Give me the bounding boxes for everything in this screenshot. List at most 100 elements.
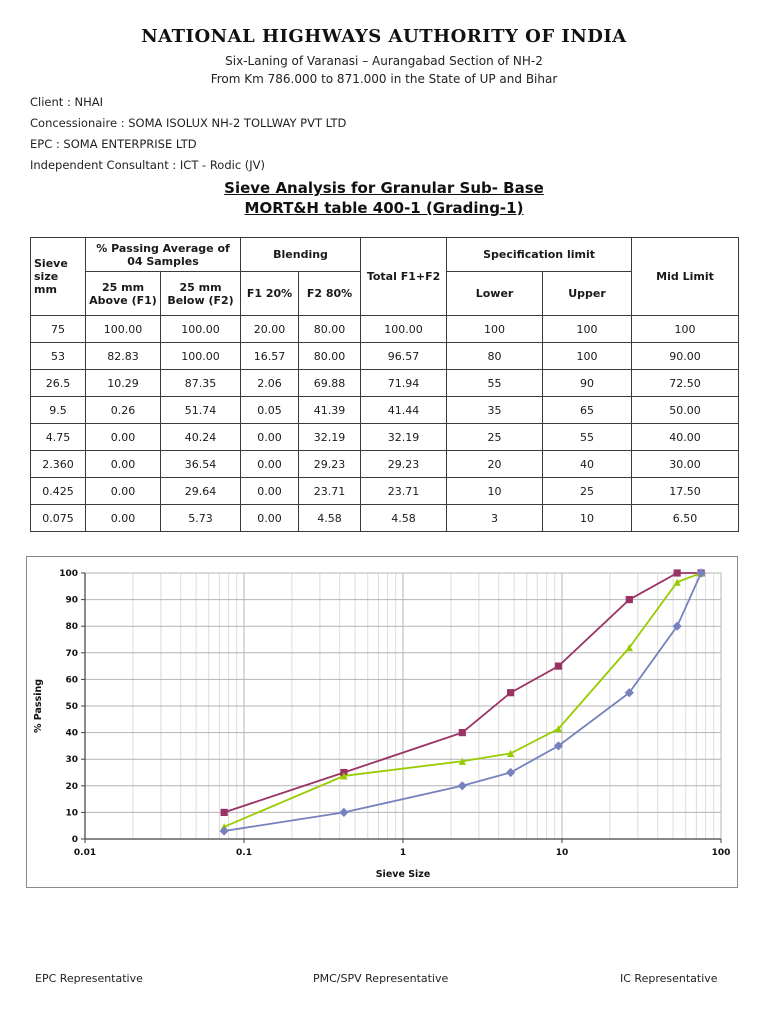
table-cell: 100.00 (85, 315, 161, 343)
table-cell: 2.06 (240, 369, 300, 397)
series-line (223, 572, 702, 828)
y-tick-label: 30 (65, 755, 78, 765)
square-marker-icon (554, 662, 563, 670)
y-tick-label: 60 (65, 675, 78, 685)
table-cell: 0.00 (240, 477, 300, 505)
table-row: 53 82.83 100.00 16.57 80.00 96.57 80 100 90.00 (30, 342, 740, 370)
gradation-chart: 0.01 0.1 1 10 100 0 10 20 30 40 50 60 70 80 90 100 Sieve… (26, 556, 738, 888)
y-tick-label: 90 (65, 596, 78, 606)
diamond-marker-icon (624, 688, 634, 698)
x-tick-label: 0.1 (236, 848, 252, 858)
table-cell: 25 (446, 423, 544, 451)
col-header-total: Total F1+F2 (360, 237, 448, 316)
table-row: 4.75 0.00 40.24 0.00 32.19 32.19 25 55 40.00 (30, 423, 740, 451)
y-tick-label: 80 (65, 622, 78, 632)
table-cell: 41.44 (360, 396, 448, 424)
y-axis-title: % Passing (33, 679, 44, 733)
table-cell: 4.58 (360, 504, 448, 532)
diamond-marker-icon (339, 807, 349, 817)
triangle-marker-icon (625, 644, 633, 652)
meta-line: Client : NHAI (30, 95, 103, 109)
diamond-marker-icon (457, 781, 467, 791)
table-cell: 0.05 (240, 396, 300, 424)
table-cell: 10.29 (85, 369, 161, 397)
table-cell: 40.24 (159, 423, 242, 451)
chart-svg: 0.01 0.1 1 10 100 0 10 20 30 40 50 60 70 80 90 100 Sieve… (33, 568, 730, 880)
y-tick-label: 0 (72, 835, 78, 845)
table-cell: 0.00 (85, 504, 161, 532)
table-cell: 0.26 (85, 396, 161, 424)
table-cell: 87.35 (159, 369, 242, 397)
table-cell: 0.00 (240, 423, 300, 451)
col-header-blending: Blending (240, 237, 362, 272)
table-cell: 26.5 (30, 369, 86, 397)
y-tick-label: 10 (65, 808, 78, 818)
meta-line: Concessionaire : SOMA ISOLUX NH-2 TOLLWA… (30, 116, 347, 130)
table-row: 0.075 0.00 5.73 0.00 4.58 4.58 3 10 6.50 (30, 504, 740, 532)
sieve-table-body: 75 100.00 100.00 20.00 80.00 100.00 100 100 100 5… (30, 315, 740, 532)
document-title-line2: MORT&H table 400-1 (Grading-1) (244, 199, 524, 217)
table-cell: 29.23 (298, 450, 362, 478)
table-cell: 17.50 (631, 477, 740, 505)
table-cell: 32.19 (360, 423, 448, 451)
table-cell: 65 (542, 396, 633, 424)
table-cell: 100 (542, 342, 633, 370)
table-cell: 80.00 (298, 315, 362, 343)
ic-representative-label: IC Representative (620, 972, 718, 985)
table-cell: 55 (446, 369, 544, 397)
square-marker-icon (506, 689, 515, 697)
table-cell: 0.00 (240, 504, 300, 532)
y-tick-label: 70 (65, 649, 78, 659)
table-cell: 96.57 (360, 342, 448, 370)
table-cell: 50.00 (631, 396, 740, 424)
table-cell: 69.88 (298, 369, 362, 397)
col-header-spec-limit: Specification limit (446, 237, 633, 272)
table-cell: 10 (542, 504, 633, 532)
square-marker-icon (458, 729, 466, 737)
table-cell: 90 (542, 369, 633, 397)
series-line (223, 572, 702, 814)
document-title-block: Sieve Analysis for Granular Sub- Base MO… (0, 178, 768, 218)
table-cell: 40.00 (631, 423, 740, 451)
y-tick-label: 100 (59, 569, 78, 579)
meta-line: EPC : SOMA ENTERPRISE LTD (30, 137, 197, 151)
table-cell: 100.00 (360, 315, 448, 343)
x-tick-label: 10 (556, 848, 569, 858)
col-header-passing-average: % Passing Average of 04 Samples (84, 237, 242, 272)
table-cell: 100 (542, 315, 633, 343)
y-tick-label: 40 (65, 729, 78, 739)
diamond-marker-icon (696, 568, 706, 578)
triangle-marker-icon (506, 749, 515, 757)
table-cell: 23.71 (298, 477, 362, 505)
diamond-marker-icon (672, 621, 682, 631)
table-cell: 90.00 (631, 342, 740, 370)
table-cell: 75 (30, 315, 86, 343)
table-cell: 53 (30, 342, 86, 370)
col-header-lower: Lower (446, 271, 544, 316)
document-title-line1: Sieve Analysis for Granular Sub- Base (224, 179, 544, 197)
organization-title: NATIONAL HIGHWAYS AUTHORITY OF INDIA (141, 26, 627, 47)
square-marker-icon (673, 569, 681, 577)
table-cell: 0.00 (85, 450, 161, 478)
table-cell: 30.00 (631, 450, 740, 478)
table-cell: 4.58 (298, 504, 362, 532)
triangle-marker-icon (458, 757, 466, 765)
triangle-marker-icon (554, 725, 563, 733)
table-cell: 32.19 (298, 423, 362, 451)
table-cell: 6.50 (631, 504, 740, 532)
table-cell: 72.50 (631, 369, 740, 397)
table-cell: 55 (542, 423, 633, 451)
table-cell: 5.73 (159, 504, 242, 532)
project-subtitle: Six-Laning of Varanasi – Aurangabad Sect… (225, 54, 543, 68)
table-cell: 16.57 (240, 342, 300, 370)
table-cell: 29.23 (360, 450, 448, 478)
table-cell: 71.94 (360, 369, 448, 397)
table-cell: 20.00 (240, 315, 300, 343)
y-tick-label: 20 (65, 782, 78, 792)
meta-line: Independent Consultant : ICT - Rodic (JV… (30, 158, 266, 172)
diamond-marker-icon (219, 826, 229, 836)
report-header: NATIONAL HIGHWAYS AUTHORITY OF INDIA Six… (0, 26, 768, 86)
table-cell: 0.00 (240, 450, 300, 478)
table-cell: 23.71 (360, 477, 448, 505)
